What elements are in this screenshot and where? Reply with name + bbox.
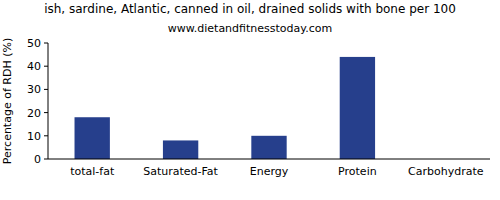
chart-container: ish, sardine, Atlantic, canned in oil, d… — [0, 0, 500, 200]
x-axis-line — [48, 159, 490, 160]
y-tick-label: 20 — [27, 107, 41, 120]
bar — [251, 136, 286, 159]
title: ish, sardine, Atlantic, canned in oil, d… — [44, 2, 456, 16]
y-tick-label: 10 — [27, 130, 41, 143]
y-tick — [44, 112, 48, 113]
y-tick — [44, 43, 48, 44]
bar — [75, 117, 110, 159]
y-tick — [44, 159, 48, 160]
y-tick-label: 50 — [27, 37, 41, 50]
y-tick — [44, 135, 48, 136]
y-tick-label: 40 — [27, 60, 41, 73]
bar — [163, 140, 198, 159]
y-axis-line — [48, 43, 49, 159]
y-tick — [44, 89, 48, 90]
y-tick — [44, 66, 48, 67]
chart: ish, sardine, Atlantic, canned in oil, d… — [0, 0, 500, 200]
y-tick-label: 0 — [34, 153, 41, 166]
y-axis-label: Percentage of RDH (%) — [1, 38, 14, 164]
x-tick-label: Protein — [338, 165, 377, 178]
y-tick-label: 30 — [27, 83, 41, 96]
x-tick-label: Energy — [250, 165, 289, 178]
x-tick-label: Carbohydrate — [408, 165, 484, 178]
x-tick-label: Saturated-Fat — [143, 165, 218, 178]
bars — [75, 57, 376, 159]
x-tick-label: total-fat — [70, 165, 115, 178]
subtitle: www.dietandfitnesstoday.com — [168, 22, 332, 35]
bar — [340, 57, 375, 159]
